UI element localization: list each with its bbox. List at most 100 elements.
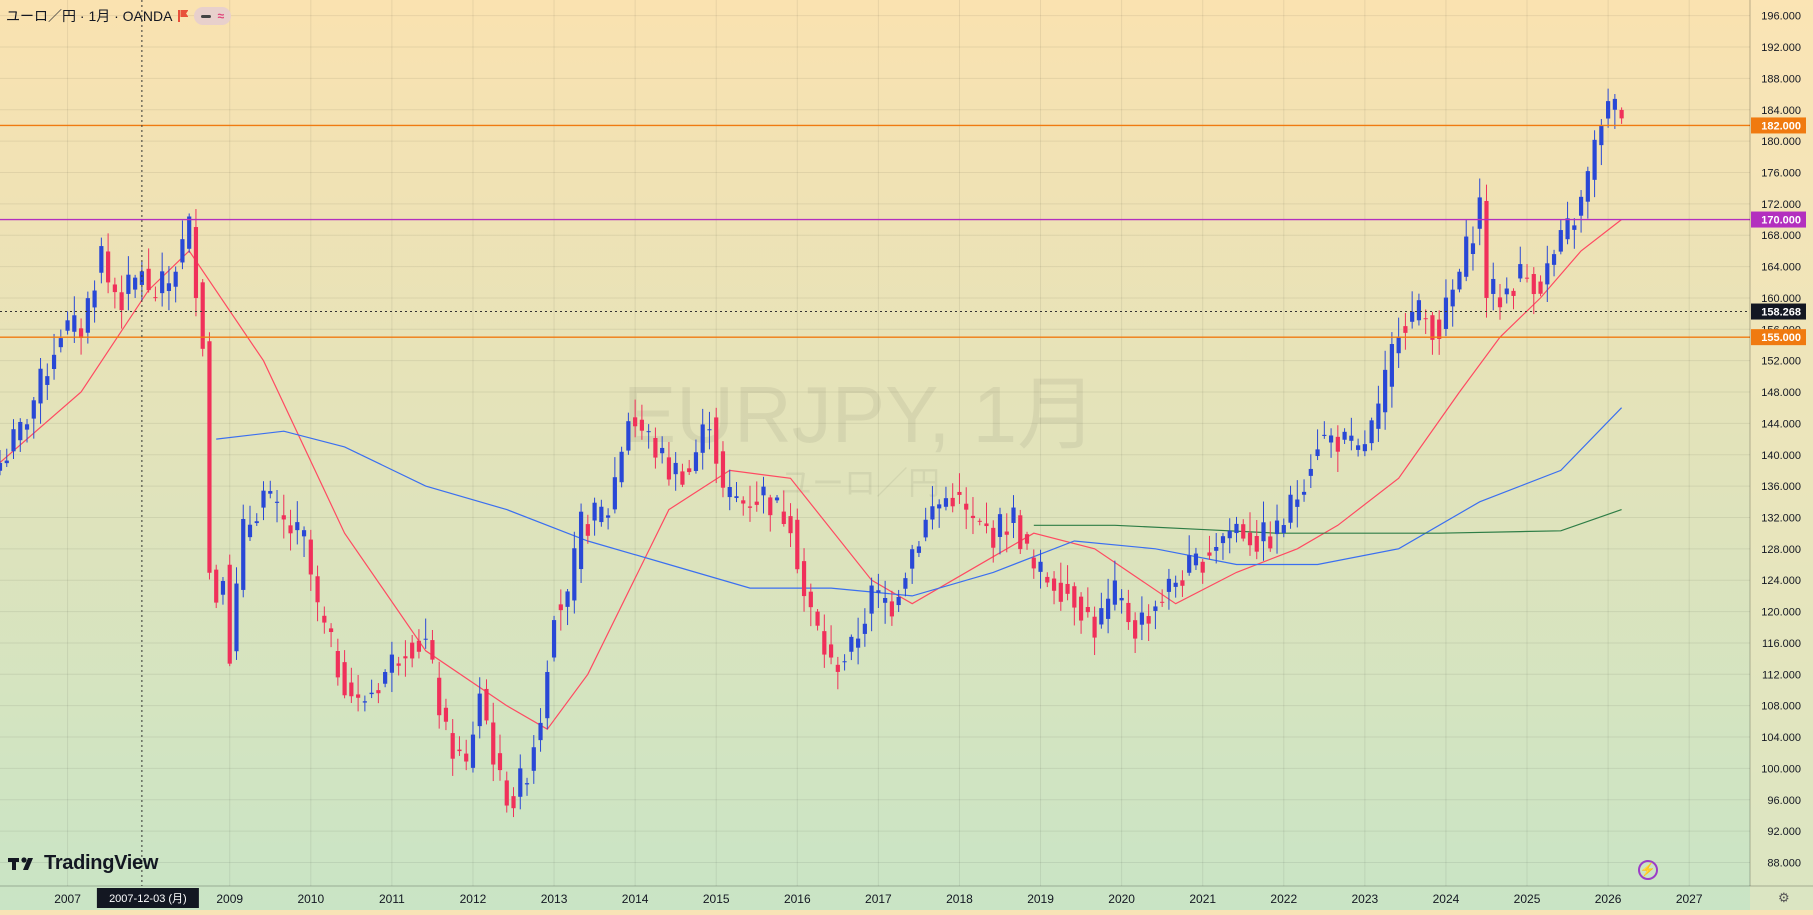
candle-body [497,753,503,771]
candle [849,634,854,661]
candle [707,411,712,450]
candle-body [896,597,901,606]
candle [180,220,185,270]
candle [72,296,77,343]
candle [1491,262,1496,311]
candle-body [957,491,962,495]
candle-body [1450,289,1455,307]
price-tick-label: 168.000 [1761,230,1801,242]
candle-body [1146,616,1151,624]
price-axis[interactable]: 196.000 192.000 188.000 184.000 180.000 176.0… [1749,0,1813,910]
indicator-toggle[interactable]: ≈ [194,7,232,25]
candle [1484,184,1489,318]
candle [1592,130,1597,198]
candle [450,719,455,776]
candle [457,736,462,756]
candle [1301,479,1307,502]
candle [572,531,577,614]
candle-body [1322,434,1327,436]
candle-body [119,292,124,311]
candle [1396,317,1401,368]
candle [295,501,300,545]
candle [633,399,638,438]
candle-body [1058,582,1063,602]
candle-body [335,650,340,678]
price-tick-label: 136.000 [1761,481,1801,493]
candle-body [315,576,320,603]
horizontal-lines[interactable] [0,124,1750,338]
candle-body [247,524,253,538]
candle-body [1531,274,1536,295]
candle-body [349,682,354,697]
symbol-legend[interactable]: ユーロ／円 · 1月 · OANDA ≈ [6,6,232,26]
candle-body [1031,557,1036,569]
candle [1200,558,1205,584]
candle [774,495,780,504]
candle [835,656,840,690]
candle-body [1153,606,1158,611]
candle [1031,549,1036,579]
candle [1274,504,1280,554]
candle [808,583,813,627]
candle [389,641,394,693]
candle-body [889,601,894,617]
price-tick-label: 100.000 [1761,763,1801,775]
candle-body [795,519,800,570]
candle-body [842,661,847,663]
candle [1254,520,1259,560]
candle-body [1565,218,1570,240]
candle-body [1504,288,1509,295]
time-axis[interactable]: 2007 2009 2010 2011 2012 2013 2014 2015 2016 2017… [0,885,1813,908]
candle-body [1045,576,1050,583]
candle-body [1295,499,1300,507]
candle-body [4,460,9,464]
candle-body [470,734,476,768]
gear-icon[interactable]: ⚙ [1778,890,1790,905]
symbol-title[interactable]: ユーロ／円 · 1月 · OANDA [6,8,173,24]
watermark-ticker: EURJPY, 1月 [623,370,1097,459]
flag-icon[interactable] [178,10,188,22]
price-tick-label: 172.000 [1761,199,1801,211]
candle [612,457,617,514]
candle [653,427,658,469]
candle [106,233,111,294]
candle [957,473,962,504]
candle [1024,531,1030,550]
candle-body [673,462,678,475]
candle [1545,245,1550,302]
candle-body [1133,620,1138,639]
candle [301,526,307,558]
lightning-icon[interactable]: ⚡ [1638,860,1658,880]
candle [666,441,672,486]
candle [227,554,232,667]
candle-body [241,518,246,590]
candle [119,275,124,329]
candle [619,446,624,488]
candle-body [1470,243,1476,254]
tradingview-logo[interactable]: TradingView [8,852,158,875]
candle-body [774,497,780,501]
candle-body [180,239,185,263]
candle-body [78,328,84,339]
candle [741,496,746,516]
candle-body [1328,435,1334,443]
candle [376,683,381,704]
candle-body [1592,139,1597,180]
price-tick-label: 124.000 [1761,575,1801,587]
candle-body [1072,586,1077,608]
candle-body [18,421,23,441]
candle-body [389,654,394,673]
candle [1234,516,1239,543]
candle [11,419,16,460]
price-tick-label: 192.000 [1761,42,1801,54]
candle-body [403,656,408,659]
candle [268,480,273,499]
candle-body [1126,602,1131,623]
candle [626,412,631,455]
candle-body [261,490,266,508]
candle-body [1511,290,1516,296]
price-tick-label: 116.000 [1762,638,1801,650]
candle [1308,454,1313,488]
